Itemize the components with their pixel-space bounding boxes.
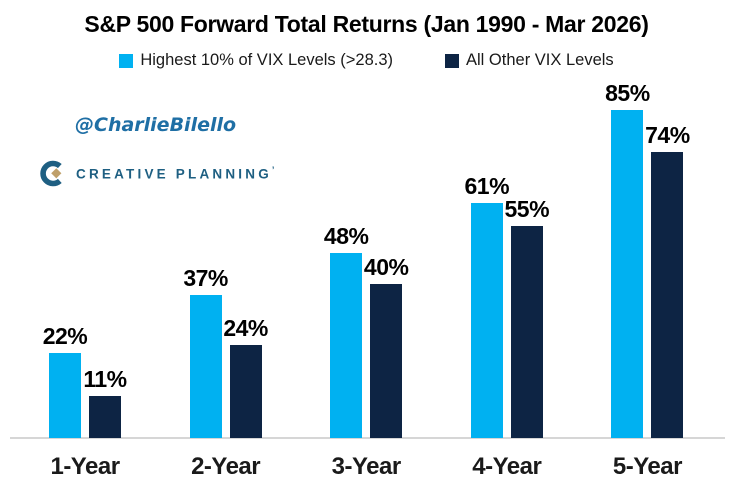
category-label-1-year: 1-Year (50, 453, 120, 480)
legend-label-other-vix: All Other VIX Levels (466, 51, 614, 69)
bar-highest-vix-3-year (330, 253, 363, 438)
value-label-other-vix-4-year: 55% (504, 196, 550, 222)
brand-logo: CREATIVE PLANNING’ (40, 160, 278, 187)
bar-highest-vix-2-year (189, 295, 222, 438)
legend-entry-other-vix: All Other VIX Levels (445, 51, 614, 70)
legend: Highest 10% of VIX Levels (>28.3) All Ot… (0, 51, 733, 70)
brand-name: CREATIVE PLANNING’ (76, 165, 278, 182)
bar-other-vix-2-year (229, 345, 262, 438)
value-label-highest-vix-2-year: 37% (183, 265, 228, 291)
category-label-3-year: 3-Year (331, 453, 402, 480)
bar-other-vix-4-year (510, 226, 543, 438)
value-label-other-vix-1-year: 11% (83, 366, 127, 392)
bar-other-vix-1-year (89, 396, 121, 438)
bar-other-vix-5-year (651, 152, 684, 438)
category-label-2-year: 2-Year (191, 453, 261, 480)
bar-highest-vix-5-year (611, 110, 644, 438)
bar-highest-vix-4-year (470, 203, 503, 438)
x-axis-line (10, 437, 725, 439)
creative-planning-c-icon (40, 160, 62, 187)
legend-swatch-other-vix-icon (445, 53, 460, 68)
brand-trademark: ’ (271, 165, 278, 176)
legend-label-highest-vix: Highest 10% of VIX Levels (>28.3) (140, 51, 394, 69)
value-label-other-vix-5-year: 74% (645, 122, 690, 148)
category-label-4-year: 4-Year (472, 453, 542, 480)
value-label-highest-vix-3-year: 48% (323, 223, 369, 249)
value-label-other-vix-3-year: 40% (363, 254, 409, 280)
value-label-other-vix-2-year: 24% (223, 315, 268, 341)
legend-entry-highest-vix: Highest 10% of VIX Levels (>28.3) (119, 51, 393, 70)
bar-highest-vix-1-year (49, 353, 81, 438)
value-label-highest-vix-4-year: 61% (464, 173, 510, 199)
category-label-5-year: 5-Year (612, 453, 683, 480)
value-label-highest-vix-1-year: 22% (42, 323, 88, 349)
chart-title: S&P 500 Forward Total Returns (Jan 1990 … (84, 11, 649, 37)
author-watermark: @CharlieBilello (75, 114, 237, 136)
bar-other-vix-3-year (370, 284, 403, 438)
value-label-highest-vix-5-year: 85% (605, 80, 650, 106)
legend-swatch-highest-vix-icon (119, 53, 134, 68)
